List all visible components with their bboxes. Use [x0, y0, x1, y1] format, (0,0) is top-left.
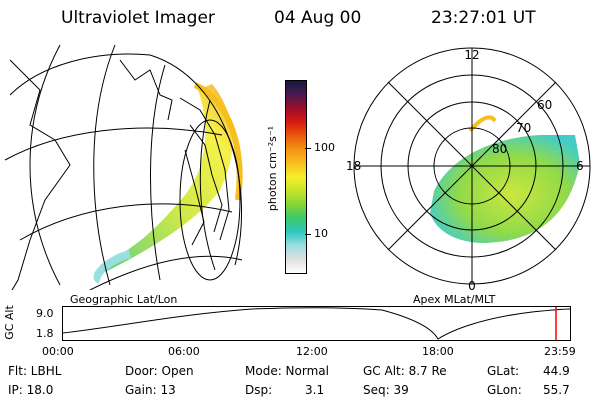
mlat-label-60: 60: [537, 98, 552, 112]
time-label: 23:27:01 UT: [431, 8, 536, 28]
glon-value: 55.7: [543, 383, 570, 397]
mlt-label-0: 0: [468, 279, 476, 293]
filter-info: Flt: LBHL: [8, 364, 62, 378]
colorbar-tick-label-10: 10: [314, 227, 328, 240]
door-info: Door: Open: [125, 364, 194, 378]
timeline-ytick-1-8: 1.8: [36, 327, 54, 340]
gain-info: Gain: 13: [125, 383, 176, 397]
mlat-label-70: 70: [516, 121, 531, 135]
timeline-ytick-9: 9.0: [36, 307, 54, 320]
glon-label: GLon:: [487, 383, 522, 397]
glat-label: GLat:: [487, 364, 520, 378]
view-outline: [179, 119, 241, 281]
colorbar-tick-100: [305, 148, 311, 149]
mlt-label-6: 6: [576, 159, 584, 173]
timeline-xtick-1200: 12:00: [296, 345, 328, 358]
sequence-info: Seq: 39: [363, 383, 409, 397]
polar-grid: [353, 47, 591, 285]
apex-polar-plot: 12 0 18 6 60 70 80: [346, 47, 591, 293]
colorbar-tick-10: [305, 234, 311, 235]
geographic-map: [4, 44, 243, 290]
timeline-xtick-1800: 18:00: [422, 345, 454, 358]
mode-info: Mode: Normal: [245, 364, 329, 378]
glat-value: 44.9: [543, 364, 570, 378]
polar-plot-caption: Apex MLat/MLT: [413, 293, 496, 306]
colorbar-unit-label: photon cm⁻²s⁻¹: [266, 125, 280, 212]
altitude-curve: [62, 307, 571, 340]
intensity-colorbar: [285, 80, 307, 274]
gc-altitude-info: GC Alt: 8.7 Re: [363, 364, 447, 378]
mlat-label-80: 80: [492, 142, 507, 156]
mlt-label-18: 18: [346, 159, 361, 173]
timeline-xtick-0600: 06:00: [168, 345, 200, 358]
instrument-title: Ultraviolet Imager: [61, 8, 215, 28]
geo-map-caption: Geographic Lat/Lon: [70, 293, 178, 306]
colorbar-tick-label-100: 100: [314, 141, 335, 154]
timeline-axis-label: GC Alt: [2, 305, 16, 340]
auroral-oval-image: [93, 82, 243, 284]
timeline-xtick-0000: 00:00: [42, 345, 74, 358]
timeline-xtick-2359: 23:59: [544, 345, 576, 358]
ip-info: IP: 18.0: [8, 383, 54, 397]
dsp-label: Dsp:: [245, 383, 273, 397]
coastlines: [9, 59, 230, 290]
altitude-timeline: [62, 306, 571, 341]
dsp-value: 3.1: [305, 383, 325, 397]
date-label: 04 Aug 00: [274, 8, 362, 28]
mlt-label-12: 12: [464, 48, 479, 62]
